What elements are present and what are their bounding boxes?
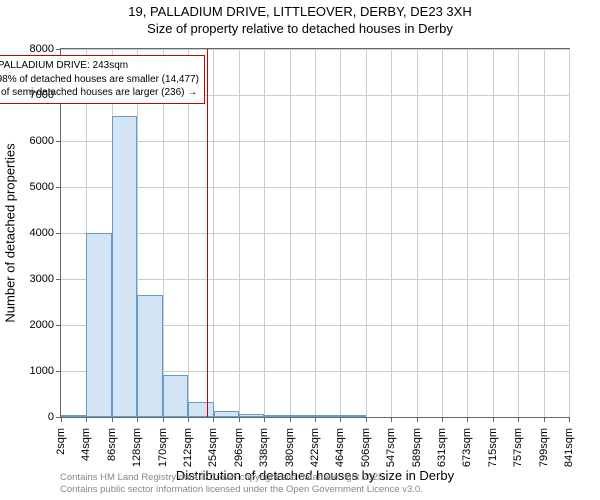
histogram-bar (239, 414, 264, 417)
x-tick-mark (315, 417, 316, 422)
title-line-2: Size of property relative to detached ho… (0, 21, 600, 38)
x-tick-label: 757sqm (512, 428, 524, 488)
gridline-v (442, 49, 443, 417)
gridline-v (340, 49, 341, 417)
x-tick-mark (518, 417, 519, 422)
title-line-1: 19, PALLADIUM DRIVE, LITTLEOVER, DERBY, … (0, 4, 600, 21)
histogram-bar (214, 411, 239, 417)
gridline-v (569, 49, 570, 417)
y-tick-label: 8000 (4, 43, 54, 55)
gridline-v (467, 49, 468, 417)
x-tick-label: 673sqm (461, 428, 473, 488)
x-tick-mark (569, 417, 570, 422)
x-tick-mark (544, 417, 545, 422)
x-tick-label: 631sqm (436, 428, 448, 488)
gridline-v (315, 49, 316, 417)
gridline-v (188, 49, 189, 417)
histogram-bar (137, 295, 162, 417)
y-tick-mark (56, 325, 61, 326)
y-tick-label: 5000 (4, 181, 54, 193)
x-tick-mark (290, 417, 291, 422)
x-tick-label: 547sqm (385, 428, 397, 488)
histogram-bar (86, 233, 111, 417)
y-tick-mark (56, 279, 61, 280)
histogram-bar (341, 415, 366, 417)
gridline-v (391, 49, 392, 417)
histogram-bar (290, 415, 315, 417)
y-tick-mark (56, 187, 61, 188)
y-tick-label: 3000 (4, 273, 54, 285)
x-tick-mark (61, 417, 62, 422)
histogram-bar (61, 415, 86, 417)
x-tick-mark (112, 417, 113, 422)
y-tick-mark (56, 233, 61, 234)
gridline-v (518, 49, 519, 417)
gridline-v (239, 49, 240, 417)
x-tick-mark (340, 417, 341, 422)
gridline-v (366, 49, 367, 417)
x-tick-label: 128sqm (131, 428, 143, 488)
reference-line (207, 49, 208, 417)
x-tick-label: 799sqm (538, 428, 550, 488)
histogram-bar (315, 415, 340, 417)
plot-area: 19 PALLADIUM DRIVE: 243sqm← 98% of detac… (60, 48, 570, 418)
gridline-v (290, 49, 291, 417)
gridline-v (544, 49, 545, 417)
y-tick-label: 7000 (4, 89, 54, 101)
x-tick-mark (188, 417, 189, 422)
x-tick-label: 254sqm (207, 428, 219, 488)
gridline-v (163, 49, 164, 417)
x-tick-label: 338sqm (258, 428, 270, 488)
x-tick-mark (467, 417, 468, 422)
x-tick-label: 506sqm (360, 428, 372, 488)
histogram-bar (112, 116, 137, 417)
title-block: 19, PALLADIUM DRIVE, LITTLEOVER, DERBY, … (0, 4, 600, 38)
x-tick-mark (391, 417, 392, 422)
x-tick-mark (417, 417, 418, 422)
y-tick-mark (56, 49, 61, 50)
x-tick-label: 44sqm (80, 428, 92, 488)
x-tick-mark (264, 417, 265, 422)
gridline-v (493, 49, 494, 417)
x-tick-label: 380sqm (284, 428, 296, 488)
y-tick-label: 0 (4, 411, 54, 423)
y-tick-mark (56, 141, 61, 142)
x-tick-label: 170sqm (157, 428, 169, 488)
gridline-v (213, 49, 214, 417)
x-tick-mark (213, 417, 214, 422)
histogram-bar (264, 415, 289, 417)
x-tick-mark (366, 417, 367, 422)
x-tick-label: 296sqm (233, 428, 245, 488)
annotation-line: ← 98% of detached houses are smaller (14… (0, 73, 199, 87)
x-tick-label: 841sqm (563, 428, 575, 488)
annotation-line: 19 PALLADIUM DRIVE: 243sqm (0, 59, 199, 73)
x-tick-mark (442, 417, 443, 422)
y-tick-label: 2000 (4, 319, 54, 331)
x-tick-mark (493, 417, 494, 422)
x-tick-label: 422sqm (309, 428, 321, 488)
chart-container: 19, PALLADIUM DRIVE, LITTLEOVER, DERBY, … (0, 0, 600, 500)
x-tick-mark (137, 417, 138, 422)
x-tick-label: 715sqm (487, 428, 499, 488)
y-tick-label: 1000 (4, 365, 54, 377)
histogram-bar (188, 402, 213, 417)
x-tick-label: 86sqm (106, 428, 118, 488)
y-tick-label: 6000 (4, 135, 54, 147)
x-tick-label: 212sqm (182, 428, 194, 488)
y-tick-mark (56, 371, 61, 372)
gridline-v (264, 49, 265, 417)
x-tick-label: 464sqm (334, 428, 346, 488)
y-tick-label: 4000 (4, 227, 54, 239)
x-tick-label: 2sqm (55, 428, 67, 488)
histogram-bar (163, 375, 188, 417)
x-tick-mark (163, 417, 164, 422)
x-tick-mark (86, 417, 87, 422)
gridline-v (417, 49, 418, 417)
x-tick-label: 589sqm (411, 428, 423, 488)
x-tick-mark (239, 417, 240, 422)
